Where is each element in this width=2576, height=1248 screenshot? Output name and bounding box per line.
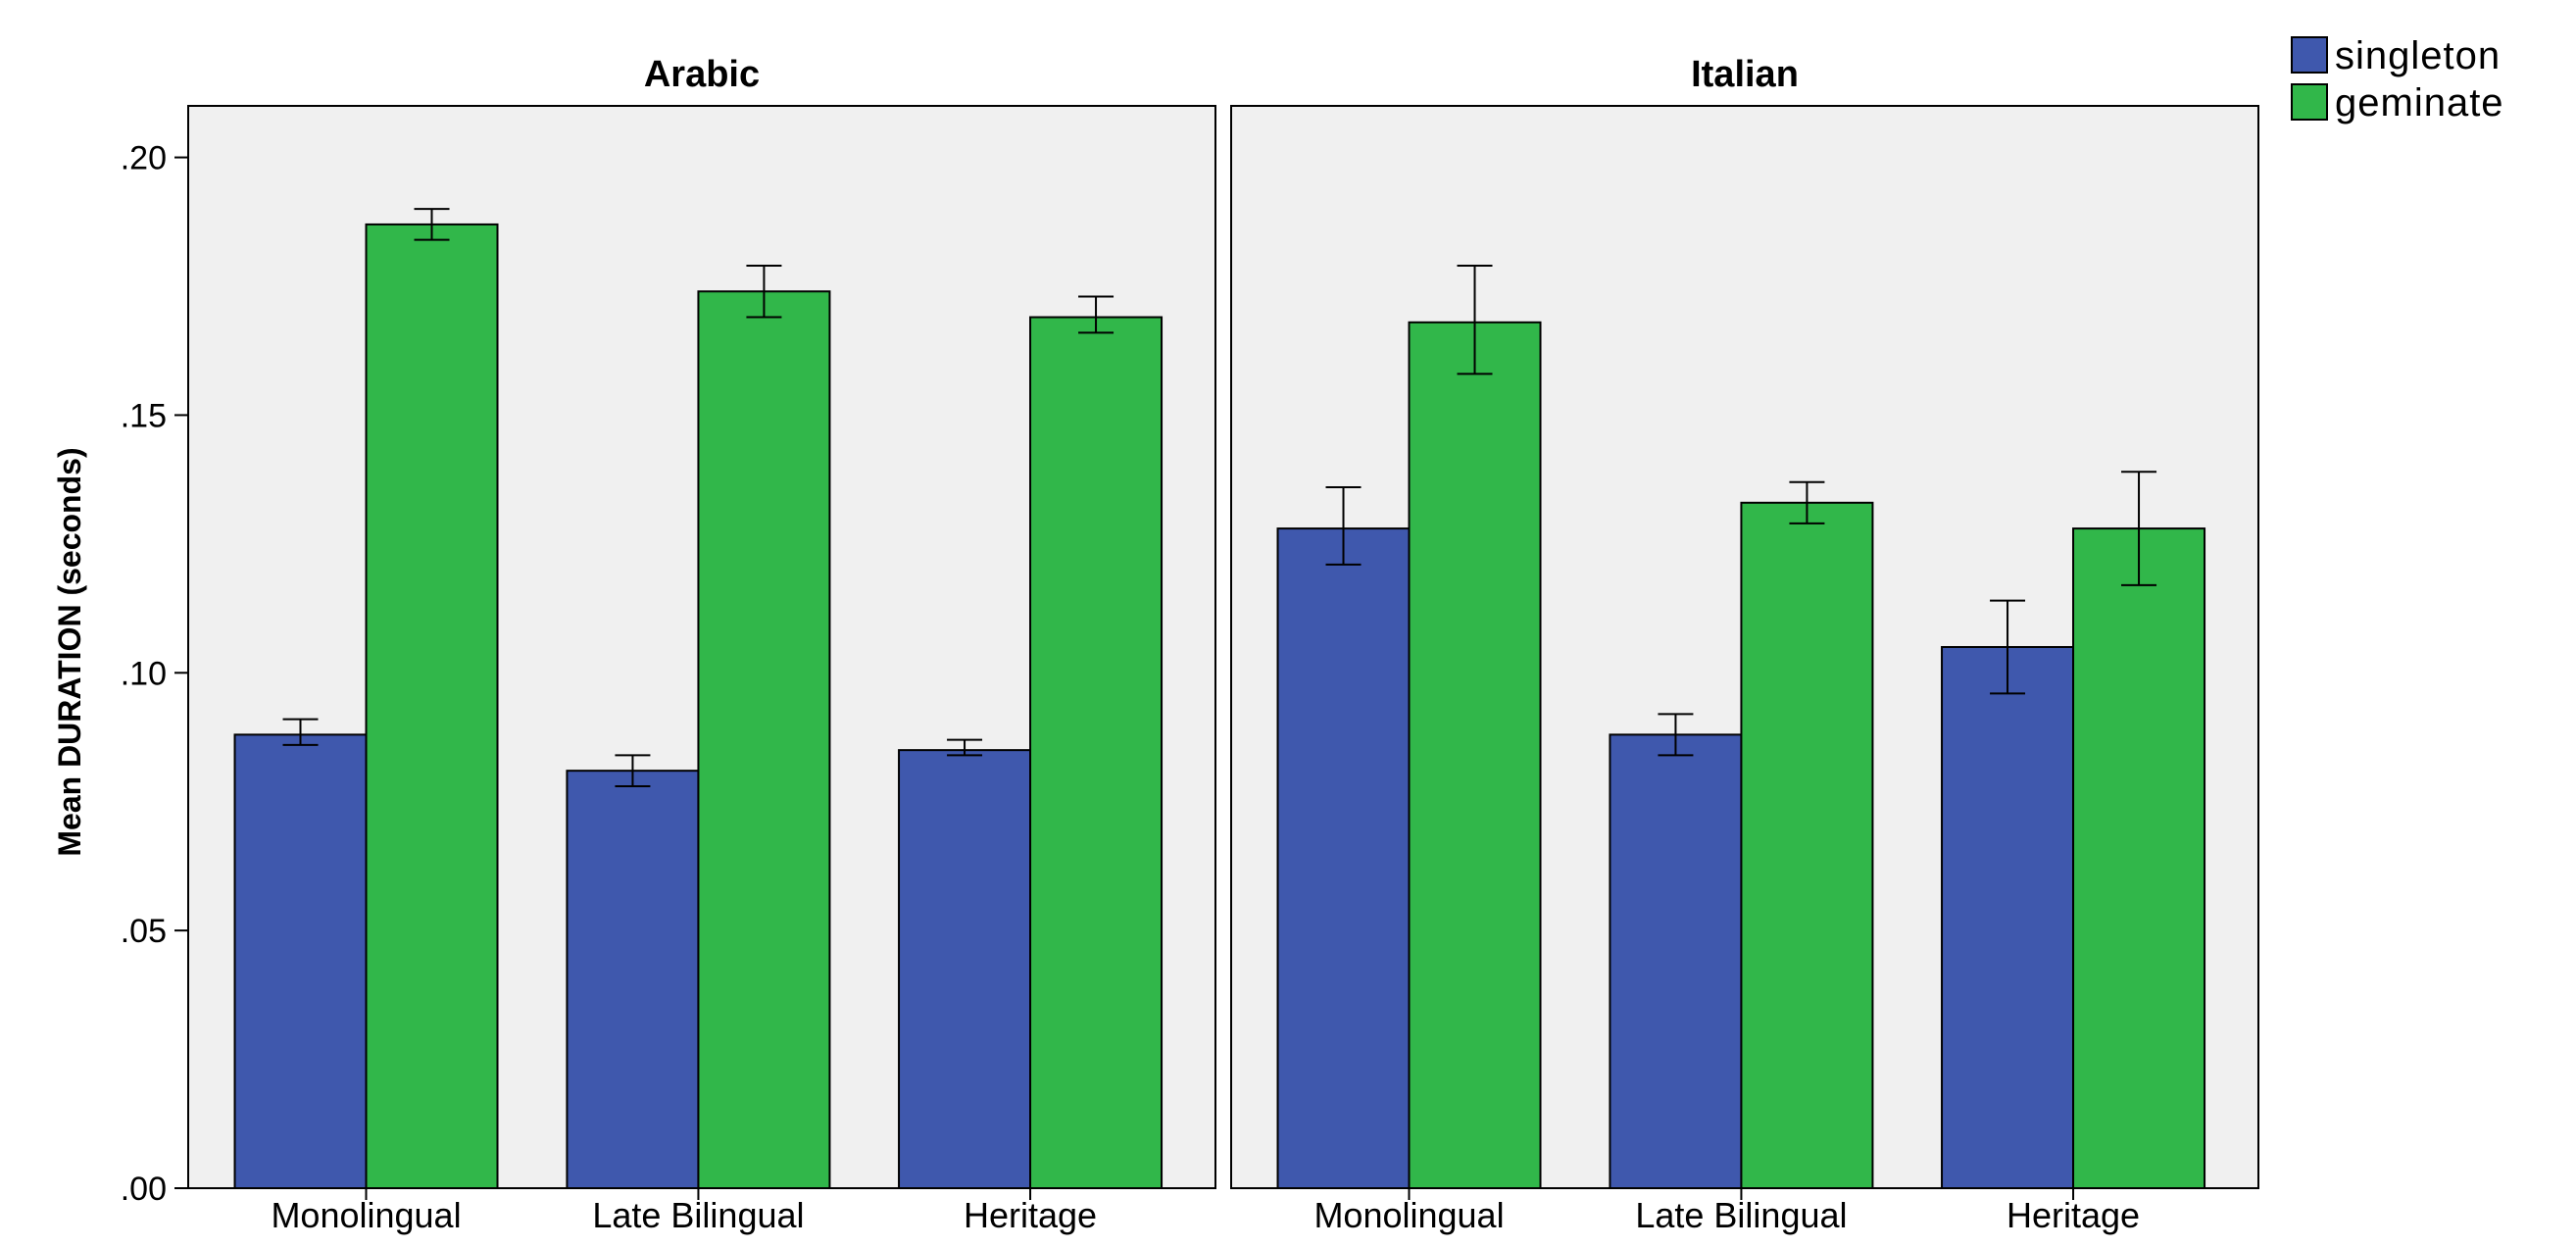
panel-italian: Italian Monolingual Late Bilingual Heritage <box>1230 54 2259 1235</box>
error-bar-singleton <box>947 738 983 757</box>
bar-geminate <box>1740 501 1874 1189</box>
error-bar-singleton <box>615 754 651 787</box>
error-bar-geminate <box>1078 295 1115 334</box>
bar-geminate <box>1408 321 1542 1189</box>
error-bar-geminate <box>2121 471 2157 586</box>
bar-geminate <box>697 290 831 1189</box>
bar-singleton <box>1276 527 1411 1189</box>
panel-title: Arabic <box>644 54 760 95</box>
y-axis-title: Mean DURATION (seconds) <box>52 447 87 856</box>
x-tick-label: Late Bilingual <box>592 1195 804 1235</box>
legend-label-singleton: singleton <box>2335 34 2501 77</box>
error-bar-singleton <box>1325 486 1362 566</box>
x-tick-label: Late Bilingual <box>1635 1195 1847 1235</box>
y-tick-label: .10 <box>121 655 167 692</box>
error-bar-geminate <box>746 264 782 319</box>
x-tick-label: Heritage <box>2006 1195 2140 1235</box>
y-tick-label: .20 <box>121 140 167 177</box>
error-bar-geminate <box>414 208 450 241</box>
bar-singleton <box>898 749 1032 1190</box>
error-bar-singleton <box>282 718 319 746</box>
legend-swatch-geminate <box>2291 83 2328 121</box>
y-tick-label: .05 <box>121 913 167 950</box>
y-tick-label: .15 <box>121 397 167 434</box>
bar-singleton <box>233 733 368 1189</box>
x-tick-label: Monolingual <box>1313 1195 1504 1235</box>
error-bar-geminate <box>1789 480 1825 524</box>
bar-singleton <box>566 770 700 1190</box>
bar-singleton <box>1941 646 2075 1189</box>
x-tick-label: Heritage <box>964 1195 1097 1235</box>
panel-arabic: Arabic Monolingual Late Bilingual Heritage <box>187 54 1216 1235</box>
bar-geminate <box>365 223 499 1189</box>
error-bar-geminate <box>1457 264 1493 375</box>
legend-swatch-singleton <box>2291 36 2328 74</box>
bar-geminate <box>1029 316 1164 1189</box>
panel-title: Italian <box>1691 54 1799 95</box>
bar-singleton <box>1609 733 1743 1189</box>
y-axis: .00 .05 .10 .15 .20 <box>121 140 188 1208</box>
x-tick-label: Monolingual <box>271 1195 461 1235</box>
y-tick-label: .00 <box>121 1171 167 1208</box>
error-bar-singleton <box>1990 599 2026 695</box>
bar-geminate <box>2072 527 2206 1189</box>
legend-label-geminate: geminate <box>2335 81 2504 125</box>
error-bar-singleton <box>1658 713 1694 757</box>
